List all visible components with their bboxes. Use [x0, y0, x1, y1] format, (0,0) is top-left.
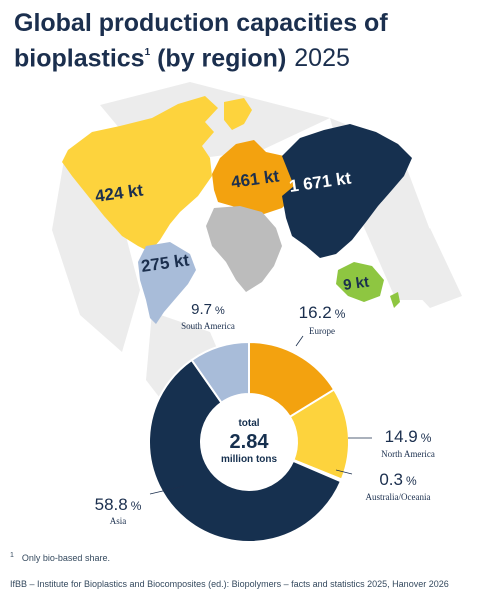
title-year: 2025: [294, 44, 350, 73]
footnote-text: Only bio-based share.: [21, 553, 110, 563]
total-value: 2.84: [230, 431, 270, 453]
slice-name-asia: Asia: [110, 516, 127, 526]
title-line-2: bioplastics: [14, 44, 145, 73]
slice-name-south-america: South America: [181, 321, 235, 331]
slice-label-australia: 0.3%: [379, 470, 417, 489]
slice-name-north-america: North America: [381, 449, 435, 459]
page-title: Global production capacities of bioplast…: [14, 8, 474, 74]
map-region-australia: [336, 262, 384, 302]
slice-label-north-america: 14.9%: [385, 427, 432, 446]
donut-center-total: total 2.84 million tons: [221, 418, 278, 465]
map-region-europe: [212, 140, 296, 214]
map-region-north-america: [62, 96, 218, 252]
title-line-1: Global production capacities of: [14, 9, 388, 37]
map-region-south-america: [138, 242, 196, 324]
slice-label-europe: 16.2%: [299, 303, 346, 322]
donut-hole: [201, 394, 297, 490]
leader-line-australia: [335, 469, 353, 475]
footnote-mark: 1: [10, 552, 14, 559]
map-region-asia: [282, 124, 412, 258]
map-region-africa: [206, 206, 282, 292]
leader-lines: [149, 335, 372, 495]
slice-label-south-america: 9.7%: [191, 301, 225, 318]
slice-label-asia: 58.8%: [95, 495, 142, 514]
title-line-2-rest: (by region): [150, 44, 287, 73]
slice-name-europe: Europe: [309, 326, 335, 336]
donut-chart: [148, 340, 350, 543]
map-region-new-zealand: [390, 292, 400, 308]
world-map: [62, 96, 412, 324]
source-citation: IfBB – Institute for Bioplastics and Bio…: [10, 579, 449, 589]
map-region-greenland: [224, 98, 252, 130]
title-footnote-mark: 1: [144, 47, 151, 58]
leader-line-asia: [149, 485, 185, 495]
footnote: 1 Only bio-based share.: [10, 552, 110, 563]
map-label-australia: 9 kt: [342, 274, 370, 294]
total-label-bottom: million tons: [221, 454, 278, 465]
slice-name-australia: Australia/Oceania: [366, 492, 431, 502]
leader-line-europe: [295, 335, 304, 347]
total-label-top: total: [238, 418, 259, 429]
